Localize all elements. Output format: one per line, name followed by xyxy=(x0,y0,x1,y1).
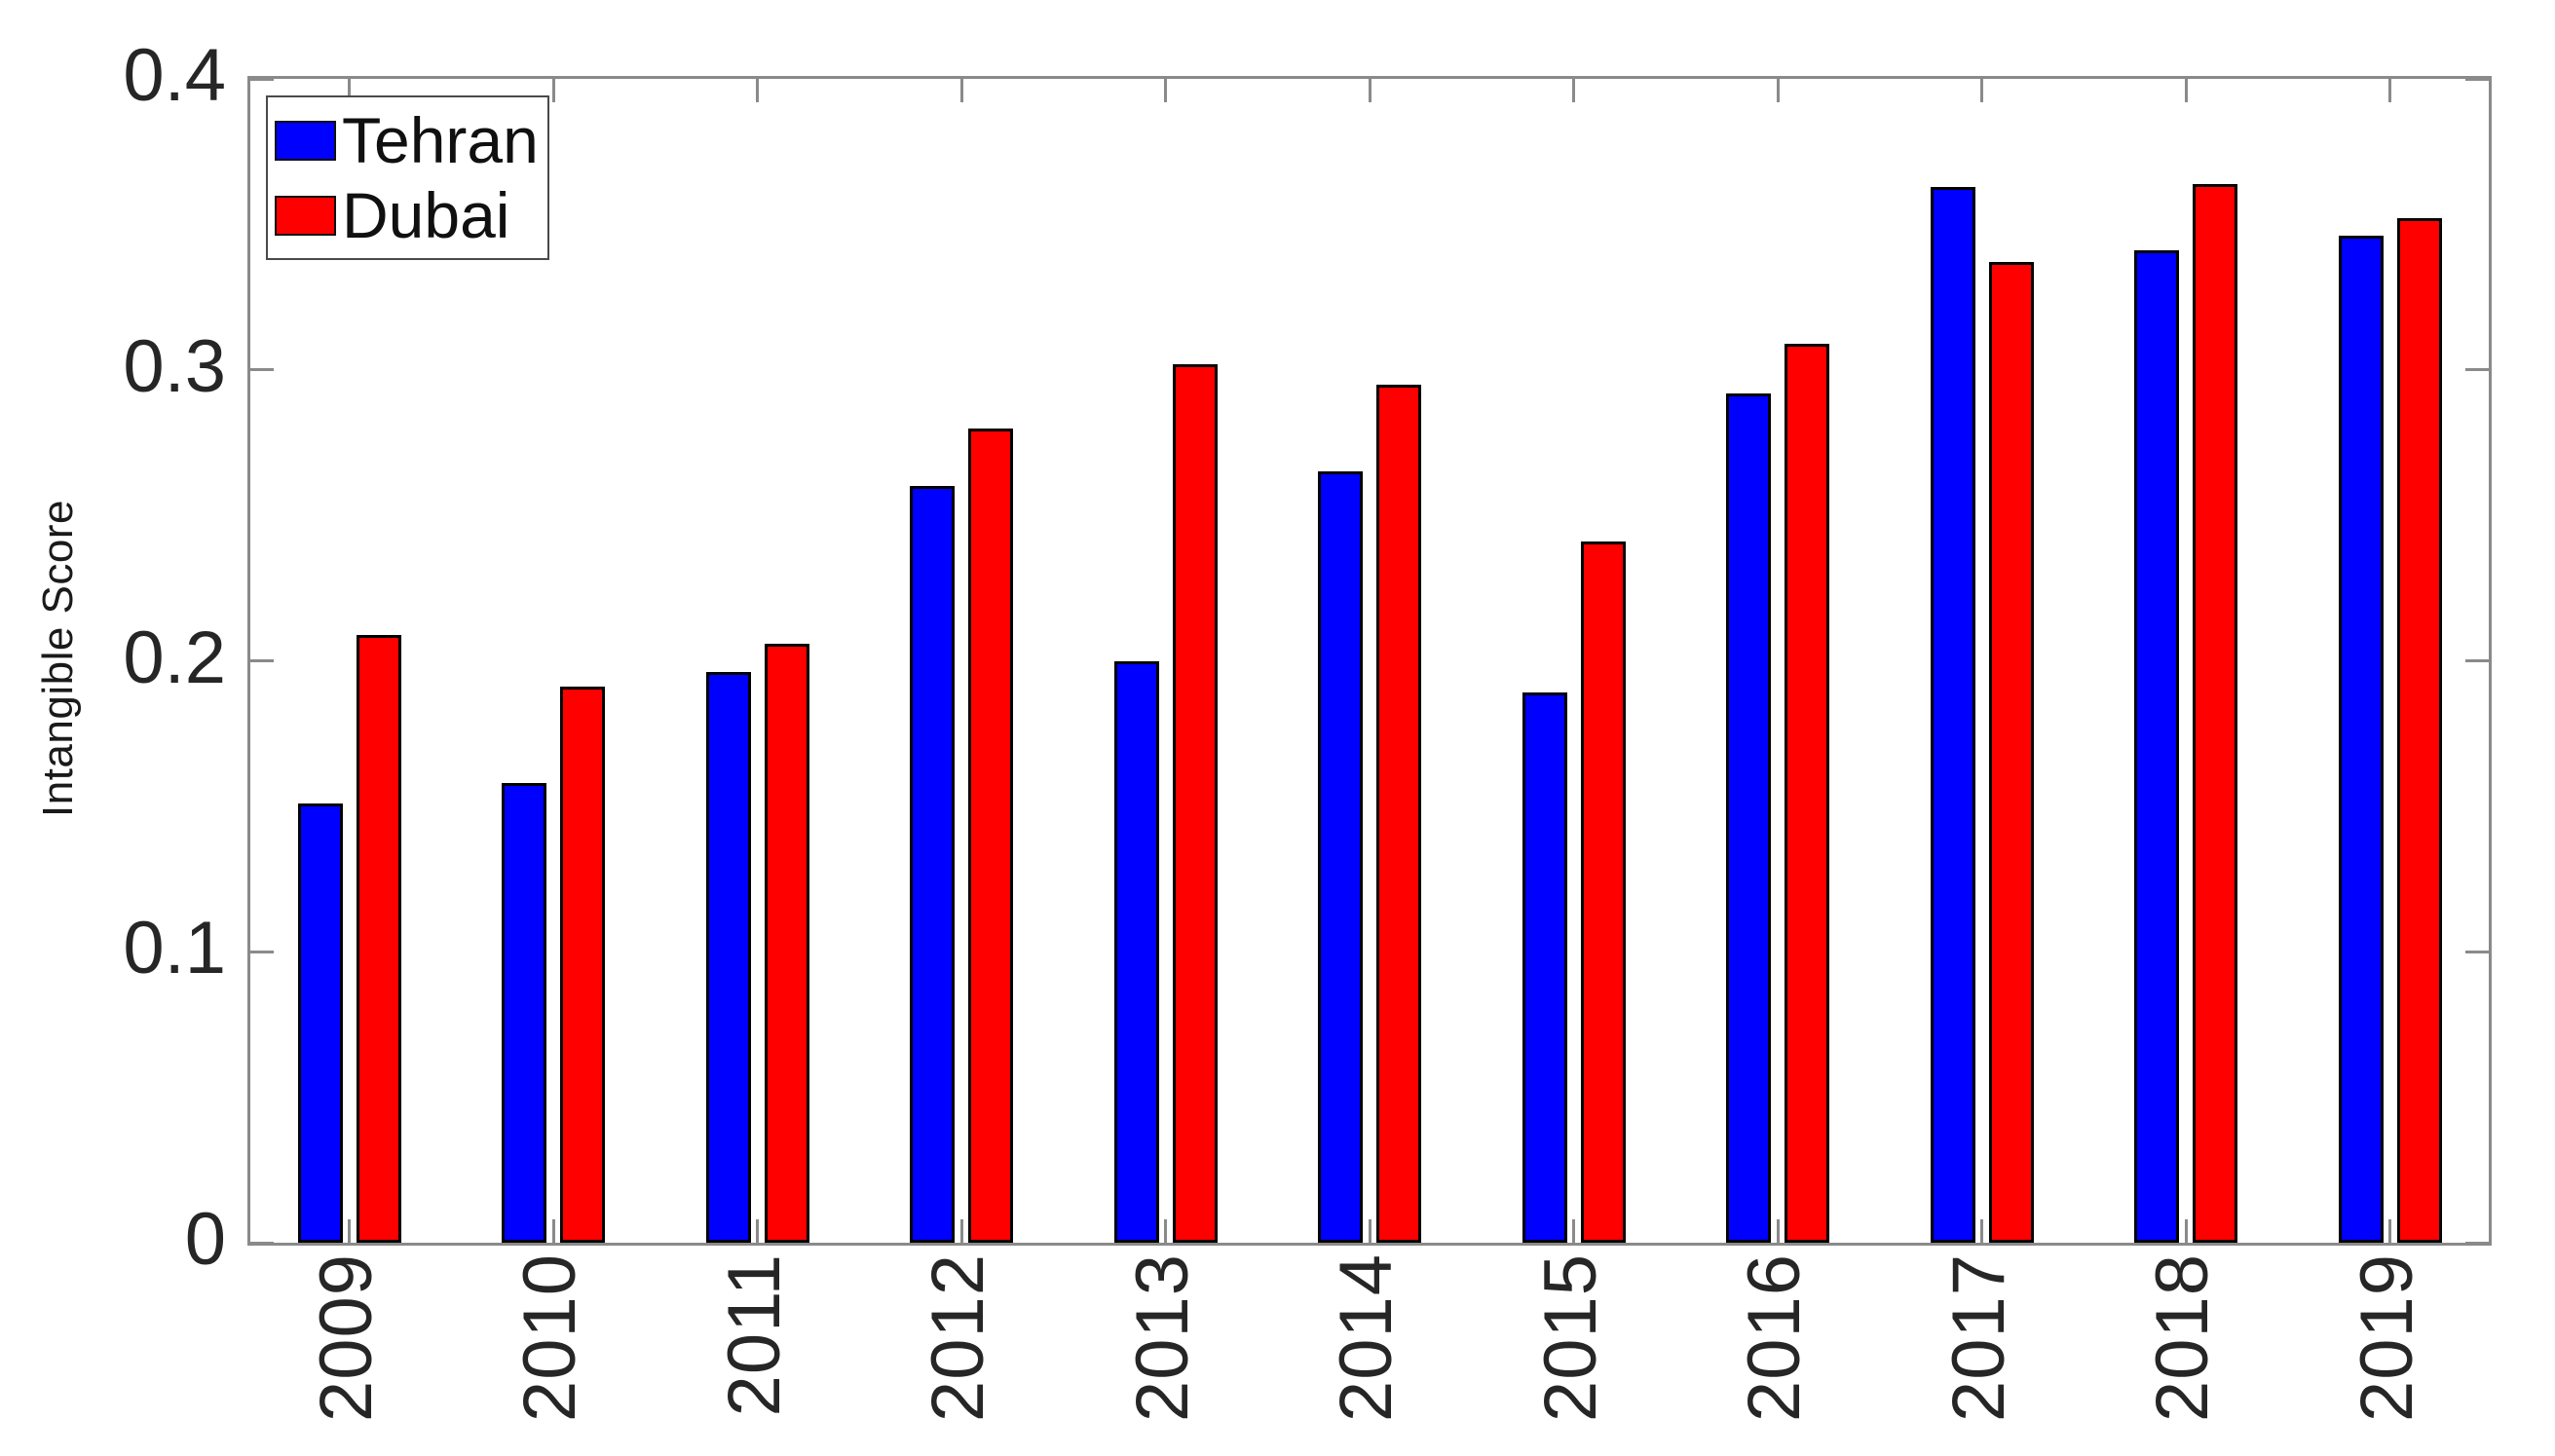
plot-area: Tehran Dubai xyxy=(247,76,2492,1246)
bar-tehran-2010 xyxy=(502,782,546,1243)
bar-tehran-2013 xyxy=(1113,660,1159,1243)
bar-dubai-2010 xyxy=(560,687,605,1243)
x-axis-tick-bottom xyxy=(1980,1219,1983,1243)
x-axis-tick-bottom xyxy=(2388,1219,2391,1243)
bar-dubai-2011 xyxy=(764,643,809,1243)
bar-tehran-2016 xyxy=(1726,392,1771,1243)
y-axis-tick-left xyxy=(250,1241,274,1245)
x-axis-tick-bottom xyxy=(1368,1219,1371,1243)
x-tick-label-text: 2011 xyxy=(712,1253,796,1417)
x-axis-tick-top xyxy=(1368,79,1371,102)
x-axis-tick-bottom xyxy=(1164,1219,1167,1243)
x-tick-label-text: 2014 xyxy=(1325,1253,1408,1423)
y-tick-label: 0 xyxy=(184,1198,226,1281)
x-axis-tick-top xyxy=(551,79,555,102)
x-axis-tick-top xyxy=(959,79,963,102)
x-tick-label: 2017 xyxy=(1931,1253,2028,1422)
x-axis-tick-bottom xyxy=(1572,1219,1575,1243)
bar-dubai-2019 xyxy=(2396,218,2442,1243)
x-tick-label: 2012 xyxy=(910,1253,1007,1422)
legend-label-tehran: Tehran xyxy=(342,104,539,176)
bar-tehran-2014 xyxy=(1318,471,1363,1243)
x-axis-tick-top xyxy=(2388,79,2391,102)
y-axis-tick-right xyxy=(2465,77,2489,81)
x-axis-tick-top xyxy=(1164,79,1167,102)
x-tick-label: 2019 xyxy=(2339,1253,2436,1422)
y-axis-tick-left xyxy=(250,950,274,953)
y-axis-tick-right xyxy=(2465,950,2489,953)
x-axis-tick-top xyxy=(756,79,759,102)
bar-tehran-2019 xyxy=(2338,236,2384,1243)
y-axis-tick-left xyxy=(250,659,274,662)
x-tick-label: 2018 xyxy=(2134,1253,2232,1422)
y-tick-label: 0.1 xyxy=(123,907,226,990)
legend: Tehran Dubai xyxy=(266,95,549,260)
x-tick-label-text: 2012 xyxy=(917,1253,999,1423)
x-axis-tick-bottom xyxy=(551,1219,555,1243)
bar-tehran-2017 xyxy=(1930,186,1975,1243)
bar-dubai-2012 xyxy=(968,428,1013,1243)
legend-swatch-dubai xyxy=(275,195,336,236)
bar-dubai-2016 xyxy=(1785,343,1829,1243)
x-tick-label-text: 2013 xyxy=(1120,1253,1204,1423)
y-tick-label: 0.4 xyxy=(123,34,226,117)
x-axis-tick-bottom xyxy=(2184,1219,2188,1243)
y-tick-label: 0.2 xyxy=(123,616,226,699)
x-axis-tick-top xyxy=(348,79,351,102)
bar-tehran-2015 xyxy=(1522,692,1567,1243)
bar-tehran-2018 xyxy=(2134,250,2179,1243)
x-tick-label-text: 2009 xyxy=(304,1253,388,1423)
legend-item-dubai: Dubai xyxy=(268,183,547,247)
x-tick-label-text: 2016 xyxy=(1733,1253,1816,1423)
x-tick-label: 2011 xyxy=(706,1253,804,1416)
x-tick-label-text: 2019 xyxy=(2345,1253,2428,1423)
y-axis-tick-left xyxy=(250,77,274,81)
bar-tehran-2011 xyxy=(705,672,751,1243)
y-axis-tick-left xyxy=(250,368,274,372)
x-tick-label: 2015 xyxy=(1522,1253,1620,1422)
x-axis-tick-bottom xyxy=(959,1219,963,1243)
x-axis-tick-top xyxy=(1776,79,1780,102)
bar-dubai-2009 xyxy=(356,634,401,1243)
bar-dubai-2018 xyxy=(2193,183,2237,1243)
x-axis-tick-top xyxy=(1572,79,1575,102)
legend-swatch-tehran xyxy=(275,120,336,161)
x-axis-tick-top xyxy=(1980,79,1983,102)
x-tick-label: 2014 xyxy=(1318,1253,1415,1422)
x-axis-tick-bottom xyxy=(1776,1219,1780,1243)
y-axis-tick-right xyxy=(2465,659,2489,662)
y-axis-tick-right xyxy=(2465,368,2489,372)
x-axis-tick-top xyxy=(2184,79,2188,102)
x-tick-label-text: 2010 xyxy=(508,1253,591,1423)
x-axis-tick-bottom xyxy=(348,1219,351,1243)
bar-dubai-2013 xyxy=(1172,363,1218,1243)
bar-dubai-2014 xyxy=(1376,384,1421,1243)
x-tick-label-text: 2018 xyxy=(2141,1253,2224,1423)
x-tick-label: 2016 xyxy=(1726,1253,1823,1422)
legend-item-tehran: Tehran xyxy=(268,108,547,172)
x-tick-label-text: 2017 xyxy=(1936,1253,2020,1423)
x-axis-tick-bottom xyxy=(756,1219,759,1243)
legend-label-dubai: Dubai xyxy=(342,179,510,251)
y-axis-tick-right xyxy=(2465,1241,2489,1245)
bar-tehran-2009 xyxy=(297,803,343,1243)
x-tick-label-text: 2015 xyxy=(1528,1253,1612,1423)
y-tick-label: 0.3 xyxy=(123,324,226,408)
x-tick-label: 2009 xyxy=(298,1253,395,1422)
x-tick-label: 2013 xyxy=(1114,1253,1212,1422)
bar-dubai-2015 xyxy=(1580,541,1626,1243)
bar-tehran-2012 xyxy=(910,486,955,1243)
bar-dubai-2017 xyxy=(1988,262,2034,1243)
x-tick-label: 2010 xyxy=(502,1253,599,1422)
